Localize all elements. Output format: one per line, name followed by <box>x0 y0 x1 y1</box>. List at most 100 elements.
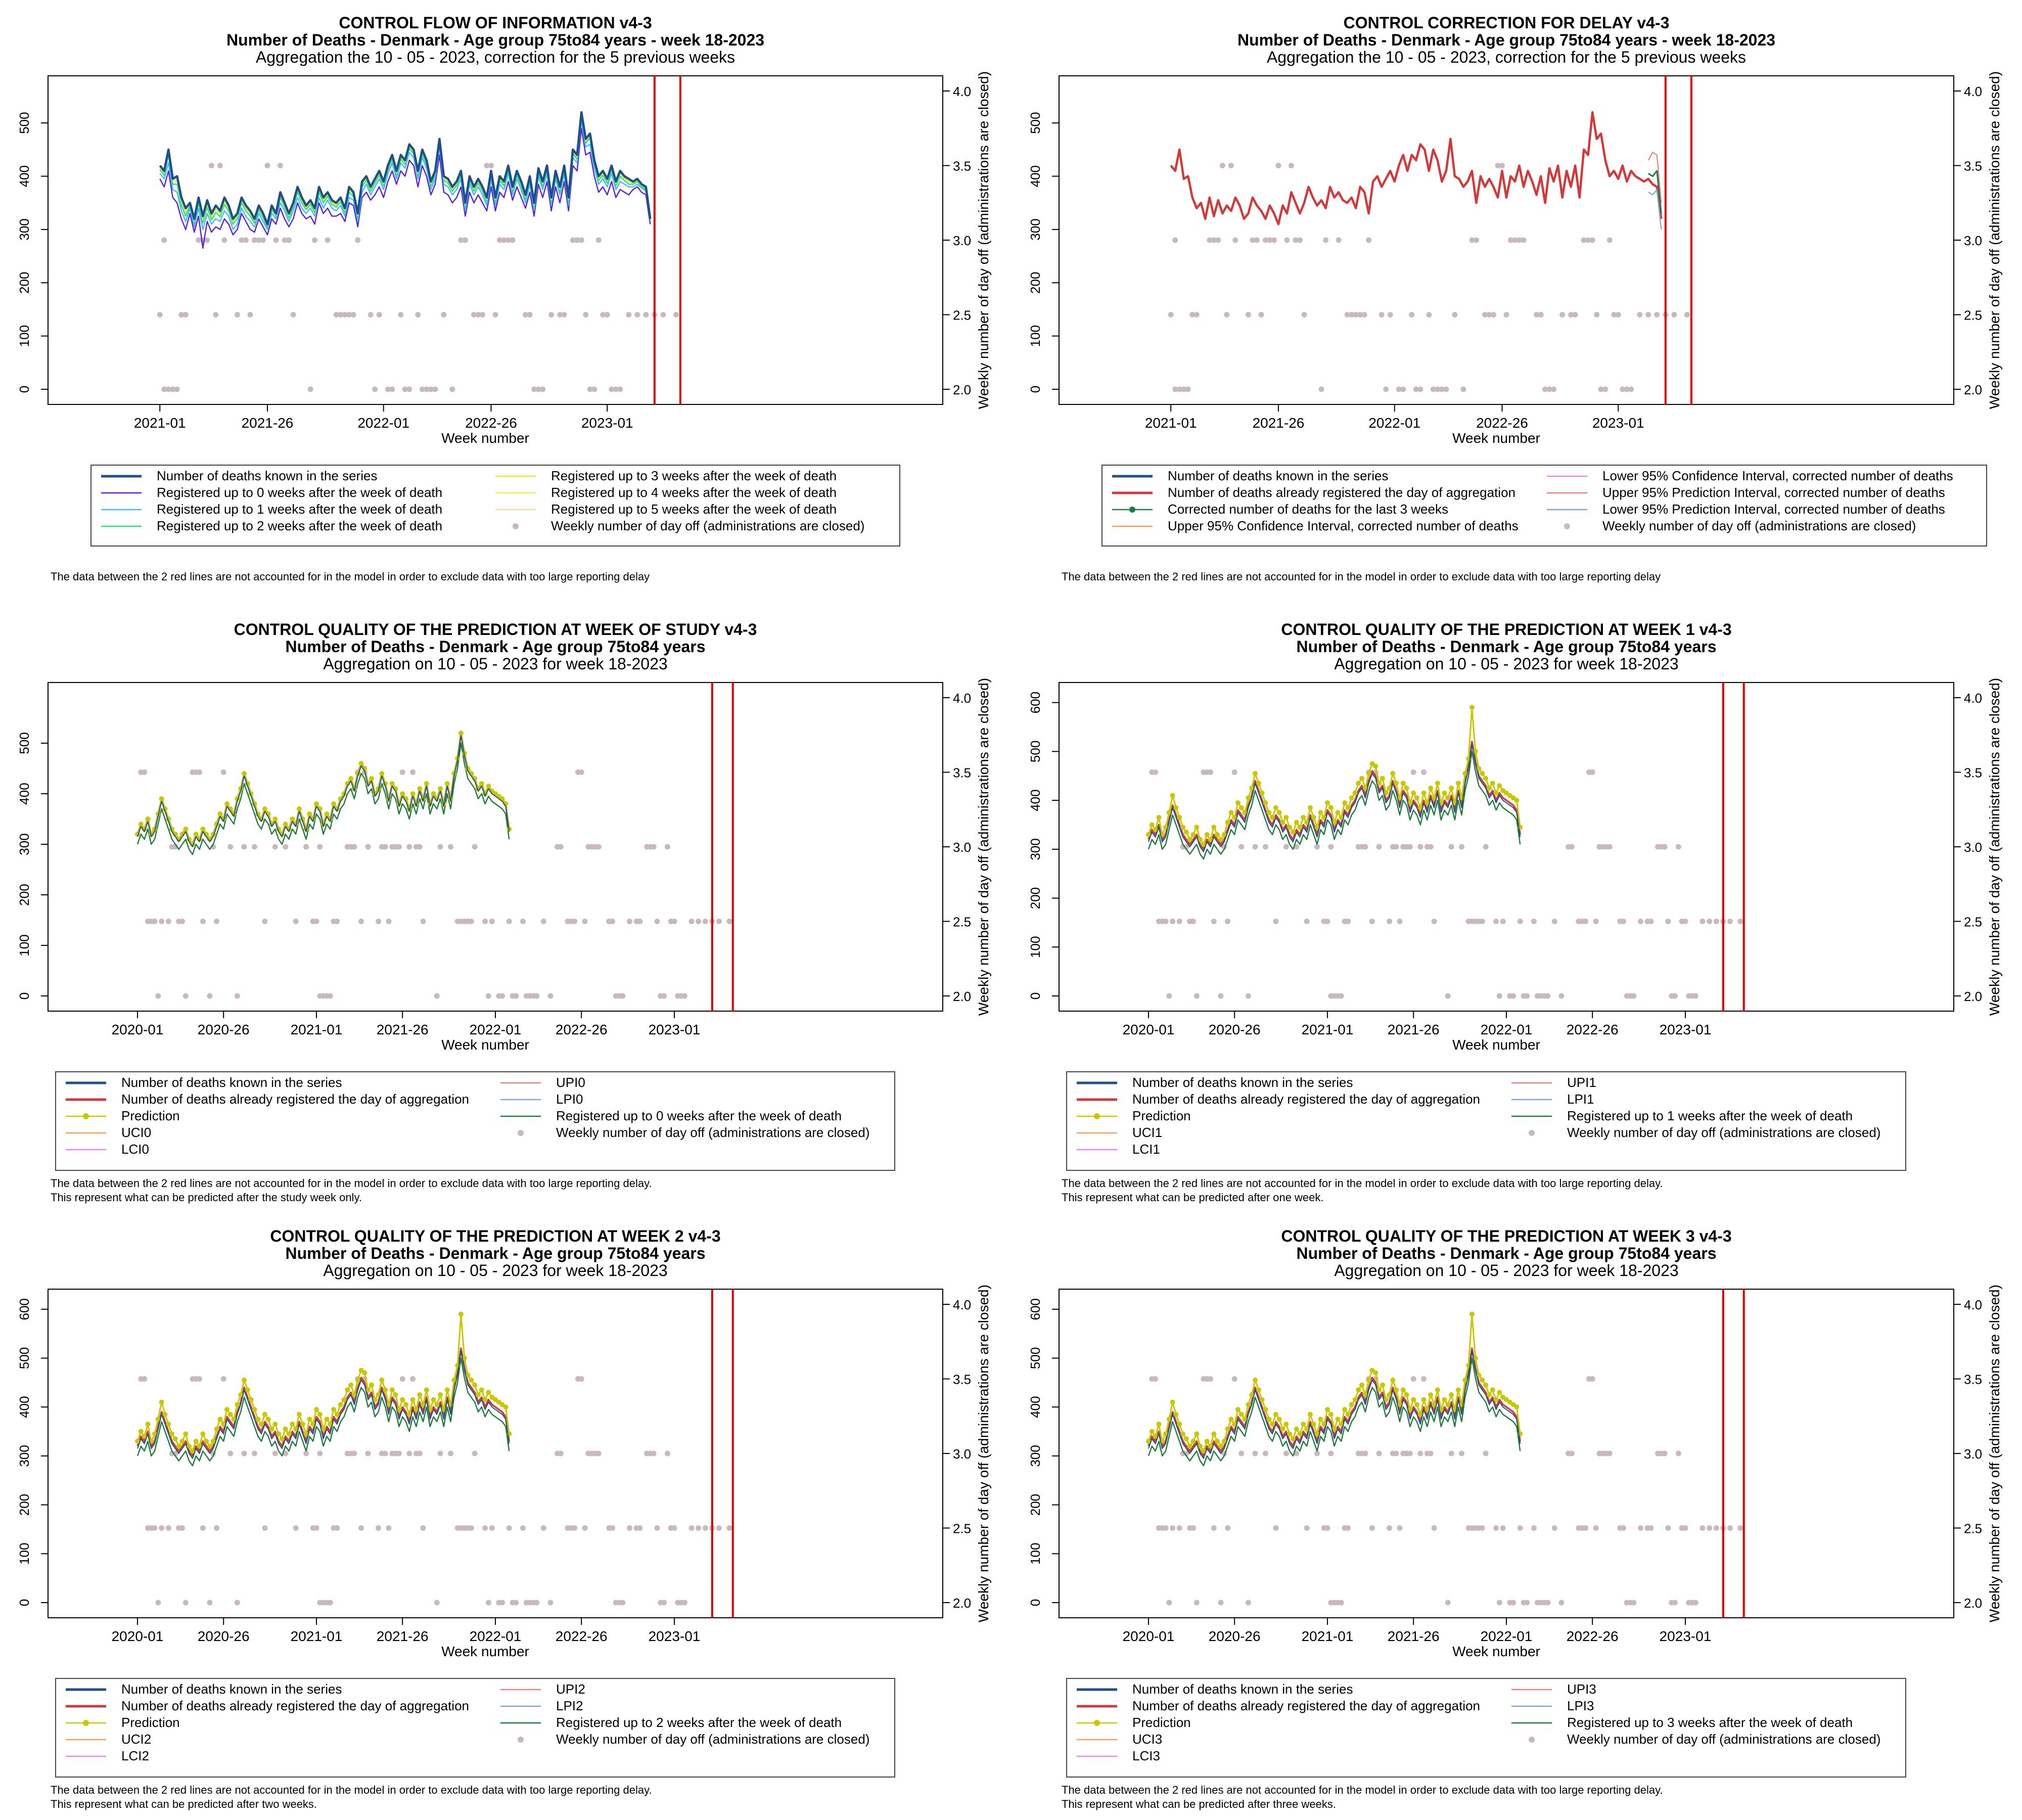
day-off-dot <box>1675 1450 1681 1457</box>
day-off-dot <box>303 1450 309 1457</box>
x-tick-label: 2022-26 <box>1567 1022 1619 1037</box>
day-off-dot <box>1166 1600 1172 1606</box>
legend-label: LPI2 <box>556 1698 583 1713</box>
series-prediction-point <box>1187 1443 1192 1449</box>
day-off-dot <box>365 1450 371 1457</box>
legend-label: Number of deaths known in the series <box>1168 468 1388 483</box>
series-prediction-point <box>238 1392 244 1397</box>
series-prediction-point <box>1424 800 1430 805</box>
series-prediction-point <box>1335 810 1341 815</box>
legend-label: Prediction <box>1132 1715 1191 1730</box>
panel-subtitle: Number of Deaths - Denmark - Age group 7… <box>226 31 764 49</box>
series-prediction-point <box>1373 763 1378 769</box>
series-prediction-point <box>417 1392 423 1397</box>
y-tick-label: 600 <box>1028 1298 1043 1320</box>
day-off-dot <box>214 919 220 924</box>
day-off-dot <box>462 237 468 243</box>
day-off-dot <box>1620 919 1626 924</box>
day-off-dot <box>1336 237 1342 243</box>
day-off-dot <box>688 1525 695 1531</box>
day-off-dot <box>234 1600 240 1606</box>
series-prediction-point <box>1390 770 1396 776</box>
day-off-dot <box>1583 919 1589 924</box>
series-prediction-point <box>193 832 199 837</box>
day-off-dot <box>1238 1450 1245 1457</box>
series-prediction-point <box>1211 1431 1217 1437</box>
series-prediction-point <box>1204 1438 1210 1444</box>
day-off-dot <box>1445 993 1451 999</box>
day-off-dot <box>1500 919 1506 924</box>
day-off-dot <box>1393 1450 1399 1457</box>
day-off-dot <box>1225 1525 1231 1531</box>
day-off-dot <box>1349 312 1355 317</box>
day-off-dot <box>351 1450 357 1457</box>
day-off-dot <box>327 993 333 999</box>
day-off-dot <box>595 237 602 243</box>
legend-label: Number of deaths known in the series <box>157 468 377 483</box>
series-prediction-point <box>1473 749 1478 754</box>
series-prediction-point <box>1411 1397 1416 1402</box>
day-off-dot <box>1397 1525 1403 1531</box>
series-prediction-point <box>155 1417 161 1422</box>
series-prediction-point <box>444 781 450 786</box>
day-off-dot <box>325 237 331 243</box>
series-prediction-point <box>1173 1412 1179 1417</box>
series-prediction-point <box>1201 1448 1206 1454</box>
series-prediction-point <box>444 1387 450 1393</box>
day-off-dot <box>1594 312 1600 317</box>
series-prediction-point <box>1225 820 1230 825</box>
y-tick-label: 400 <box>17 783 32 804</box>
series-prediction-point <box>307 811 312 816</box>
day-off-dot <box>1362 1450 1368 1457</box>
day-off-dot <box>310 1525 316 1531</box>
legend-label: Number of deaths already registered the … <box>1132 1091 1480 1107</box>
panel-title: CONTROL QUALITY OF THE PREDICTION AT WEE… <box>270 1227 720 1245</box>
day-off-dot <box>1376 844 1382 850</box>
series-prediction-point <box>1218 1443 1223 1449</box>
series-prediction-point <box>1311 814 1316 820</box>
series-prediction-point <box>290 816 295 822</box>
day-off-dot <box>333 312 339 317</box>
x-tick-label: 2021-01 <box>1302 1022 1354 1037</box>
series-prediction-point <box>379 771 385 776</box>
x-tick-label: 2023-01 <box>1660 1628 1712 1644</box>
day-off-dot <box>1624 386 1630 392</box>
day-off-dot <box>208 163 214 168</box>
legend-label: Registered up to 2 weeks after the week … <box>556 1715 842 1730</box>
x-tick-label: 2022-26 <box>1567 1628 1619 1644</box>
day-off-dot <box>239 237 245 243</box>
day-off-dot <box>273 237 279 243</box>
series-prediction-point <box>1321 1421 1327 1427</box>
day-off-dot <box>696 919 702 924</box>
day-off-dot <box>272 844 278 850</box>
legend-label: LPI3 <box>1567 1698 1594 1713</box>
legend-label: Weekly number of day off (administration… <box>1567 1125 1880 1140</box>
day-off-dot <box>282 237 288 243</box>
day-off-dot <box>417 1450 423 1457</box>
y-tick-label: 300 <box>1028 838 1043 860</box>
y-tick-label: 400 <box>17 165 32 187</box>
day-off-dot <box>1410 1376 1416 1382</box>
day-off-dot <box>1448 1450 1454 1457</box>
legend-label: LPI0 <box>556 1091 583 1107</box>
series-prediction-point <box>1352 1397 1358 1402</box>
series-prediction-point <box>1493 1397 1499 1402</box>
day-off-dot <box>1224 312 1230 317</box>
series-prediction-point <box>1307 1412 1313 1417</box>
legend-label: UCI0 <box>121 1125 151 1140</box>
day-off-dot <box>627 919 632 924</box>
x-axis-label: Week number <box>1452 1644 1540 1659</box>
legend-label: Number of deaths known in the series <box>1132 1681 1353 1697</box>
series-prediction-point <box>1321 814 1327 820</box>
footnote: The data between the 2 red lines are not… <box>1062 1784 1663 1796</box>
series-prediction-point <box>1331 1426 1337 1432</box>
day-off-dot <box>1245 993 1251 999</box>
series-prediction-point <box>1421 790 1427 796</box>
day-off-dot <box>1314 844 1320 850</box>
series-prediction-point <box>1497 1390 1502 1395</box>
day-off-dot <box>527 312 533 317</box>
series-prediction-point <box>486 1390 491 1395</box>
series-prediction-point <box>1294 820 1299 825</box>
day-off-dot <box>1503 312 1509 317</box>
